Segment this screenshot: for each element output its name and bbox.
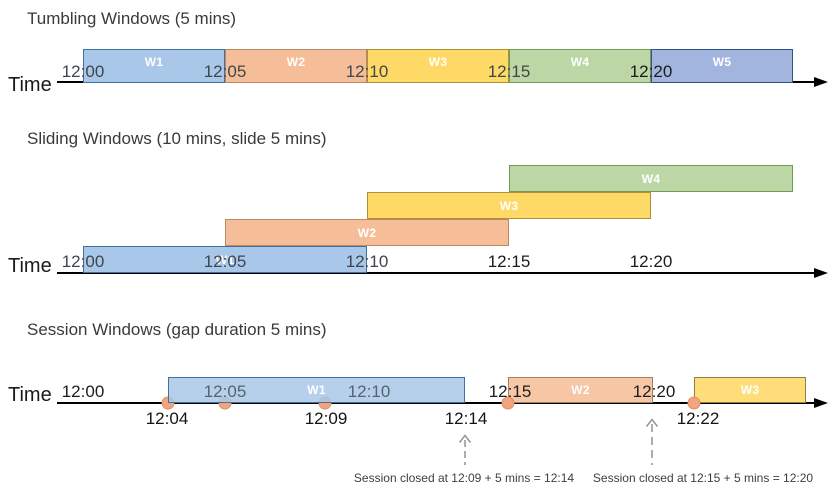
event-dot-1215 (501, 396, 515, 410)
tumbling-window-w2: W2 (225, 49, 367, 83)
window-label: W4 (641, 171, 661, 186)
window-label: W5 (712, 54, 732, 69)
session-close-annotation-2: Session closed at 12:15 + 5 mins = 12:20 (592, 471, 814, 485)
session-window-w3: W3 (694, 377, 806, 403)
sliding-window-w1: W1 (83, 246, 367, 273)
window-label: W3 (428, 54, 448, 69)
event-dot-1222 (687, 396, 701, 410)
sliding-window-w3: W3 (367, 192, 651, 219)
session-time-axis-label: Time (8, 384, 52, 406)
tumbling-axis-arrow-icon (814, 77, 828, 87)
session-tick-1215: 12:15 (488, 382, 532, 401)
sliding-window-w4: W4 (509, 165, 793, 192)
window-label: W3 (499, 198, 519, 213)
session-tick-1210: 12:10 (347, 382, 391, 401)
session-tick-1205: 12:05 (203, 382, 247, 401)
sliding-tick-1200: 12:00 (61, 252, 105, 271)
session-tick-1220: 12:20 (632, 382, 676, 401)
session-axis-arrow-icon (814, 398, 828, 408)
window-label: W4 (570, 54, 590, 69)
sliding-time-axis-label: Time (8, 255, 52, 277)
tumbling-tick-1210: 12:10 (345, 62, 389, 81)
window-label: W1 (307, 383, 326, 397)
event-time-label-1204: 12:04 (145, 409, 189, 428)
session-section-title: Session Windows (gap duration 5 mins) (27, 320, 327, 339)
sliding-tick-1215: 12:15 (487, 252, 531, 271)
sliding-tick-1220: 12:20 (629, 252, 673, 271)
sliding-tick-1205: 12:05 (203, 252, 247, 271)
sliding-tick-1210: 12:10 (345, 252, 389, 271)
dashed-up-arrow-icon (645, 418, 659, 465)
tumbling-time-axis-label: Time (8, 74, 52, 96)
tumbling-tick-1205: 12:05 (203, 62, 247, 81)
tumbling-tick-1215: 12:15 (487, 62, 531, 81)
sliding-timeline-axis (57, 272, 817, 274)
dashed-up-arrow-icon (458, 434, 472, 465)
tumbling-tick-1200: 12:00 (61, 62, 105, 81)
session-close-label-1214: 12:14 (444, 409, 488, 428)
tumbling-section-title: Tumbling Windows (5 mins) (27, 9, 237, 28)
tumbling-window-w3: W3 (367, 49, 509, 83)
sliding-window-w2: W2 (225, 219, 509, 246)
event-time-label-1209: 12:09 (304, 409, 348, 428)
window-label: W1 (215, 252, 235, 267)
window-label: W2 (357, 225, 377, 240)
session-tick-1200: 12:00 (61, 382, 105, 401)
event-time-label-1222: 12:22 (676, 409, 720, 428)
window-label: W3 (740, 383, 760, 397)
session-close-annotation-1: Session closed at 12:09 + 5 mins = 12:14 (353, 471, 575, 485)
tumbling-tick-1220: 12:20 (629, 62, 673, 81)
sliding-axis-arrow-icon (814, 268, 828, 278)
session-window-w1: W1 (168, 377, 465, 403)
tumbling-window-w4: W4 (509, 49, 651, 83)
sliding-section-title: Sliding Windows (10 mins, slide 5 mins) (27, 129, 327, 148)
window-label: W2 (571, 383, 590, 397)
session-timeline-axis (57, 402, 817, 404)
session-window-w2: W2 (508, 377, 653, 403)
tumbling-window-w1: W1 (83, 49, 225, 83)
window-label: W1 (144, 54, 164, 69)
tumbling-window-w5: W5 (651, 49, 793, 83)
window-label: W2 (286, 54, 306, 69)
